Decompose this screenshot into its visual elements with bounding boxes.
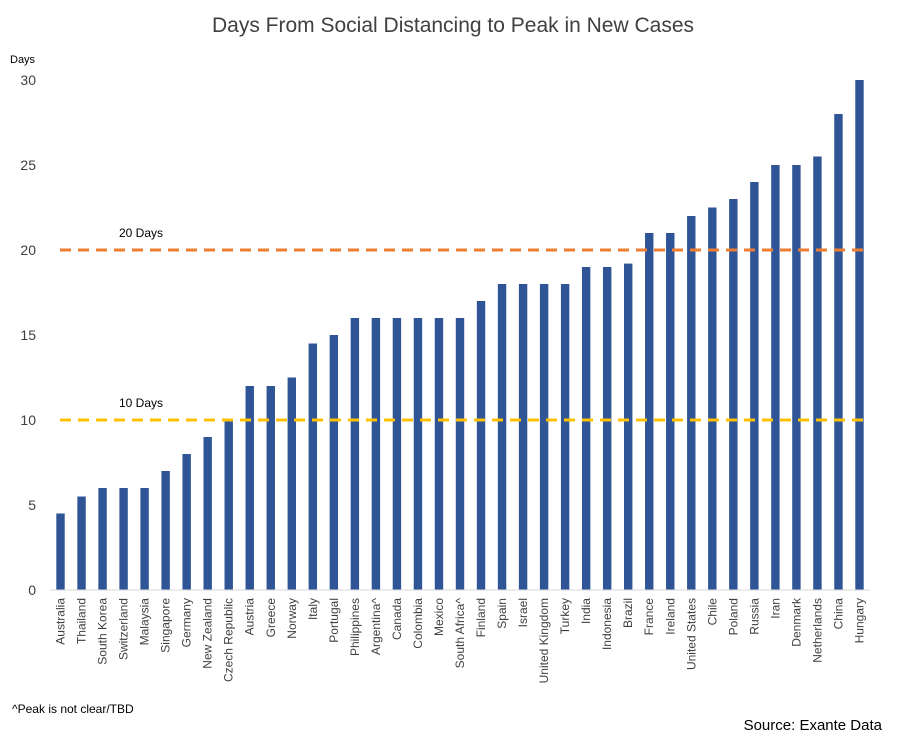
x-tick-label: United States [684,598,698,670]
bar [245,386,254,590]
x-tick-label: Norway [285,598,299,639]
bar [287,377,296,590]
x-tick-label: Portugal [327,598,341,643]
x-tick-label: Chile [705,598,719,626]
bar [455,318,465,590]
reference-line-label: 20 Days [119,226,163,240]
bar [140,488,149,590]
bar [708,207,717,590]
reference-lines: 20 Days 10 Days [60,226,868,422]
x-tick-label: Switzerland [117,598,131,660]
bar [834,114,843,590]
x-tick-label: Italy [306,598,320,620]
x-tick-label: Malaysia [138,598,152,646]
x-tick-label: Netherlands [810,598,824,663]
bar [581,267,591,590]
bar [203,437,212,590]
bar [813,156,822,590]
bar [497,284,507,590]
bar [266,386,275,590]
y-axis-label: Days [10,54,36,66]
y-tick-label: 5 [28,497,36,513]
x-tick-label: Ireland [663,598,677,635]
x-tick-label: China [831,598,845,630]
bar [434,318,444,590]
x-tick-label: France [642,598,656,636]
x-tick-label: South Korea [96,598,110,665]
bar [224,420,233,590]
y-tick-label: 20 [20,242,36,258]
bar [602,267,612,590]
bar [624,263,633,590]
x-tick-label: Canada [390,598,404,640]
bar [98,488,107,590]
source-note: Source: Exante Data [744,717,883,734]
bar [350,318,360,590]
bar [371,318,381,590]
y-axis-ticks: 0 5 10 15 20 25 30 [20,72,36,598]
footnote: ^Peak is not clear/TBD [12,702,134,716]
x-tick-label: Russia [747,598,761,635]
bar [645,233,654,590]
x-tick-label: India [579,598,593,624]
x-tick-label: United Kingdom [537,598,551,683]
bar [771,165,780,590]
x-tick-label: Hungary [852,598,866,643]
x-tick-label: Finland [474,598,488,637]
bar [308,343,318,590]
reference-line-label: 10 Days [119,396,163,410]
y-tick-label: 25 [20,157,36,173]
bar [750,182,759,590]
x-tick-label: Colombia [411,598,425,649]
bar [855,80,864,590]
bar [119,488,128,590]
x-axis-labels: Australia Thailand South Korea Switzerland M… [54,597,867,683]
bar [518,284,528,590]
bar [77,496,86,590]
bar [792,165,801,590]
y-tick-label: 30 [20,72,36,88]
x-tick-label: Mexico [432,598,446,636]
y-tick-label: 15 [20,327,36,343]
x-tick-label: Philippines [348,598,362,656]
x-tick-label: Turkey [558,598,572,634]
x-tick-label: Australia [54,598,68,645]
x-tick-label: Singapore [159,598,173,653]
bar [329,335,339,590]
x-tick-label: Thailand [75,598,89,644]
x-tick-label: Argentina^ [369,598,383,655]
x-tick-label: Brazil [621,598,635,628]
y-tick-label: 10 [20,412,36,428]
bar [476,301,486,590]
bar [539,284,549,590]
bar [687,216,696,590]
bar [560,284,570,590]
x-tick-label: Israel [516,598,530,627]
x-tick-label: South Africa^ [453,598,467,669]
x-tick-label: Iran [768,598,782,619]
bar [413,318,423,590]
bar [182,454,191,590]
bar [161,471,170,590]
bar [666,233,675,590]
x-tick-label: Greece [264,598,278,638]
x-tick-label: New Zealand [201,598,215,669]
bar [56,513,65,590]
x-tick-label: Austria [243,598,257,636]
y-tick-label: 0 [28,582,36,598]
x-tick-label: Denmark [789,597,803,647]
x-tick-label: Poland [726,598,740,635]
x-tick-label: Czech Republic [222,598,236,682]
bar [392,318,402,590]
bars [56,80,864,590]
x-tick-label: Germany [180,598,194,647]
x-tick-label: Indonesia [600,598,614,650]
x-tick-label: Spain [495,598,509,629]
chart-title: Days From Social Distancing to Peak in N… [212,14,694,37]
bar [729,199,738,590]
